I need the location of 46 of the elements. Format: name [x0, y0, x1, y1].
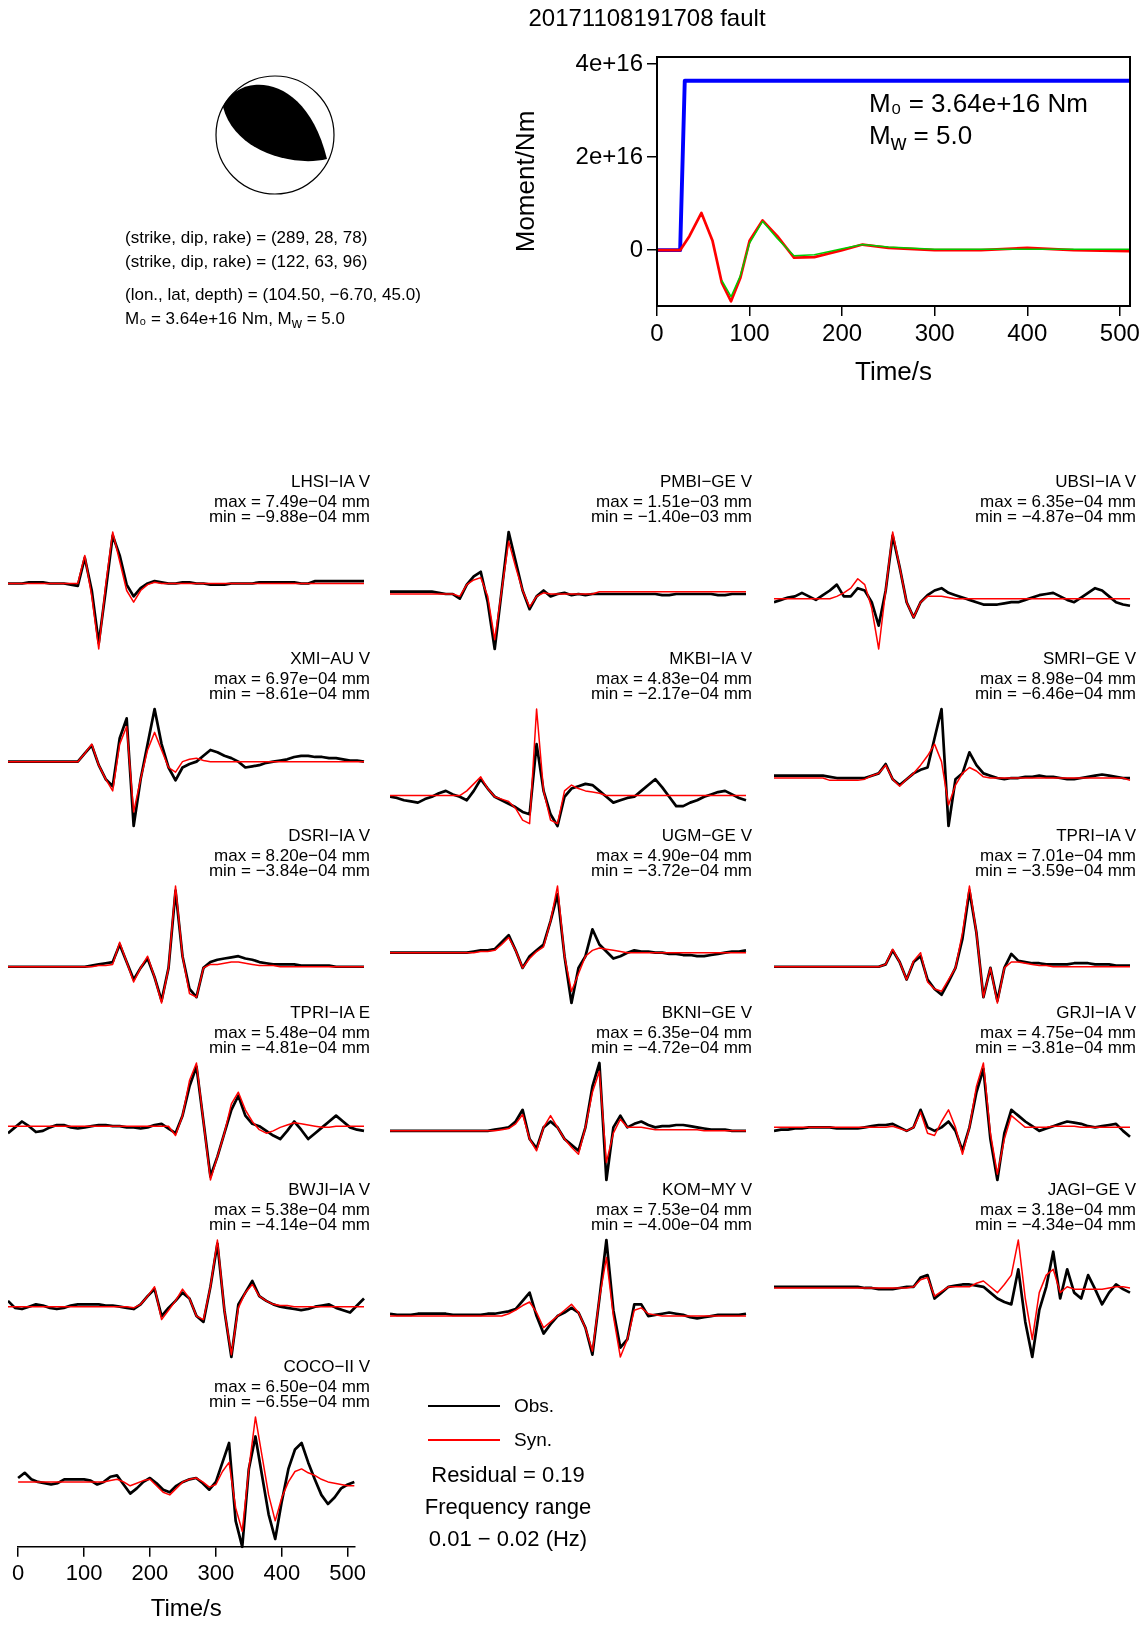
chart-title: XMI−AU V: [289, 649, 370, 668]
chart-title: TPRI−IA V: [1055, 826, 1136, 845]
text: 0.01 − 0.02 (Hz): [427, 1525, 589, 1553]
chart-title: UGM−GE V: [660, 826, 752, 845]
chart-title: DSRI−IA V: [287, 826, 370, 845]
y-tick-label: 0: [629, 234, 643, 262]
x-tick-label: 400: [263, 1560, 301, 1586]
chart-title: LHSI−IA V: [290, 472, 370, 491]
chart-title: BKNI−GE V: [660, 1003, 752, 1022]
x-tick-label: 500: [1099, 319, 1140, 347]
x-tick-label: 200: [822, 319, 863, 347]
chart-title: 20171108191708 fault: [527, 4, 767, 32]
chart-title: KOM−MY V: [661, 1180, 752, 1199]
x-tick-label: 100: [65, 1560, 103, 1586]
chart-title: TPRI−IA E: [289, 1003, 370, 1022]
legend-label: Syn.: [514, 1429, 553, 1451]
text: (lon., lat, depth) = (104.50, −6.70, 45.0): [125, 284, 421, 306]
x-axis-title: Time/s: [150, 1594, 222, 1622]
y-axis-title: Moment/Nm: [509, 110, 540, 253]
y-tick-label: 4e+16: [575, 48, 643, 76]
y-tick-label: 2e+16: [575, 141, 643, 169]
annotation: M$_{w}$ = 5.0: [869, 119, 974, 158]
chart-title: PMBI−GE V: [658, 472, 752, 491]
text: Residual = 0.19: [430, 1461, 586, 1489]
chart-title: SMRI−GE V: [1041, 649, 1136, 668]
x-tick-label: 500: [329, 1560, 367, 1586]
text: (strike, dip, rake) = (289, 28, 78): [125, 227, 369, 249]
chart-title: MKBI−IA V: [668, 649, 752, 668]
x-tick-label: 300: [914, 319, 955, 347]
x-tick-label: 0: [11, 1560, 25, 1586]
chart-title: COCO−II V: [282, 1357, 370, 1376]
x-tick-label: 0: [650, 319, 664, 347]
chart-title: BWJI−IA V: [287, 1180, 370, 1199]
text: M₀ = 3.64e+16 Nm, M$_{w}$ = 5.0: [125, 308, 346, 334]
chart-title: GRJI−IA V: [1055, 1003, 1136, 1022]
x-tick-label: 300: [197, 1560, 235, 1586]
annotation: M₀ = 3.64e+16 Nm: [869, 87, 1088, 119]
chart-title: UBSI−IA V: [1054, 472, 1136, 491]
chart-title: JAGI−GE V: [1046, 1180, 1136, 1199]
x-tick-label: 200: [131, 1560, 169, 1586]
x-axis-title: Time/s: [854, 355, 933, 386]
text: (strike, dip, rake) = (122, 63, 96): [125, 251, 369, 273]
text: Frequency range: [423, 1493, 593, 1521]
legend-label: Obs.: [514, 1395, 555, 1417]
x-tick-label: 400: [1007, 319, 1048, 347]
x-tick-label: 100: [729, 319, 770, 347]
